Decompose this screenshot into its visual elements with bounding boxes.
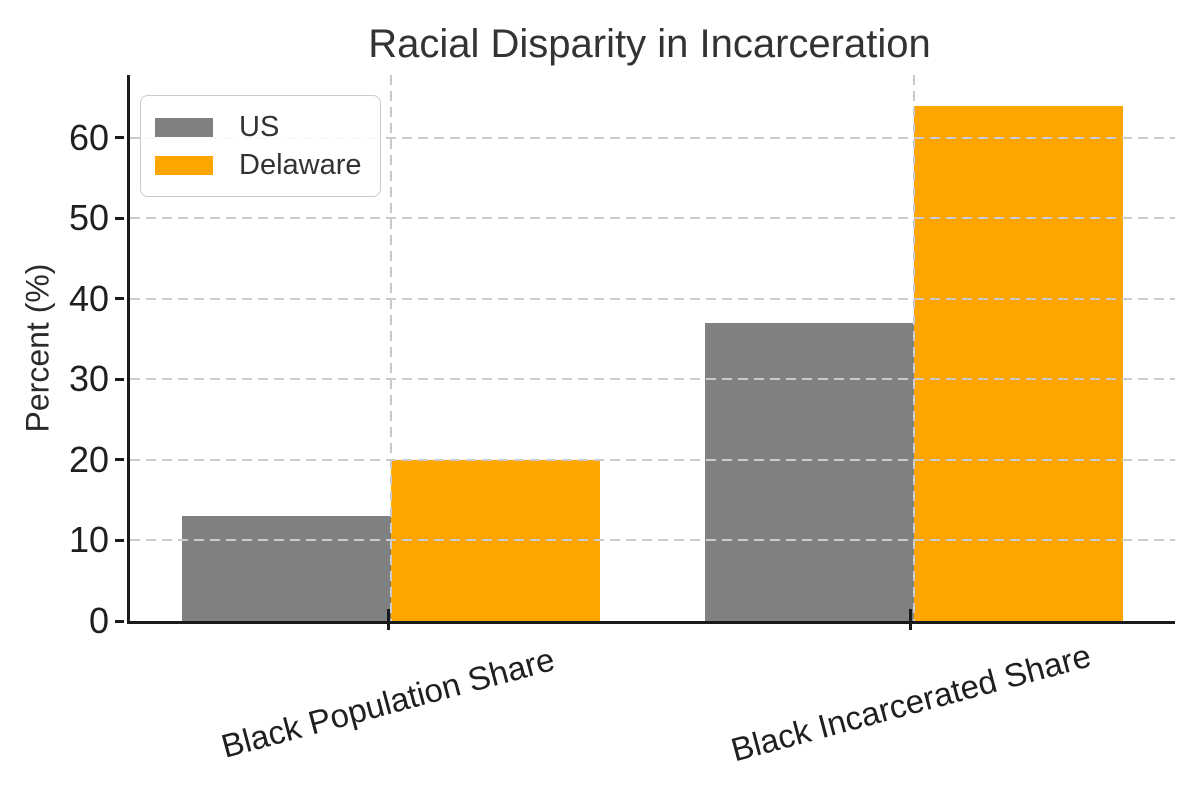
legend-label-delaware: Delaware <box>239 148 362 181</box>
grid-line-y-30 <box>130 378 1175 381</box>
bar-delaware-black-incarcerated-share <box>913 105 1123 621</box>
y-tick-label-40: 40 <box>68 277 109 319</box>
legend: US Delaware <box>140 95 381 197</box>
x-tick-mark-black-population-share <box>386 609 390 630</box>
grid-line-y-10 <box>130 539 1175 542</box>
y-tick-label-50: 50 <box>68 197 109 239</box>
bar-us-black-population-share <box>182 516 392 621</box>
grid-line-x-black-incarcerated-share <box>912 75 915 621</box>
y-tick-mark-40 <box>115 297 124 301</box>
legend-swatch-us <box>155 117 213 137</box>
y-tick-mark-30 <box>115 377 124 381</box>
chart-title: Racial Disparity in Incarceration <box>368 22 931 66</box>
legend-label-us: US <box>239 110 280 143</box>
y-tick-mark-50 <box>115 216 124 220</box>
legend-swatch-delaware <box>155 155 213 175</box>
y-tick-mark-0 <box>115 619 124 623</box>
grid-line-y-20 <box>130 458 1175 461</box>
plot-area <box>127 75 1175 624</box>
legend-item-us: US <box>155 108 362 146</box>
y-tick-label-60: 60 <box>68 116 109 158</box>
y-tick-mark-20 <box>115 458 124 462</box>
y-tick-label-10: 10 <box>68 519 109 561</box>
bar-us-black-incarcerated-share <box>704 323 914 621</box>
grid-line-y-60 <box>130 136 1175 139</box>
y-tick-mark-10 <box>115 538 124 542</box>
grid-line-y-50 <box>130 217 1175 220</box>
legend-item-delaware: Delaware <box>155 146 362 184</box>
grid-line-y-40 <box>130 297 1175 300</box>
y-tick-label-20: 20 <box>68 438 109 480</box>
grid-line-x-black-population-share <box>390 75 393 621</box>
x-tick-mark-black-incarcerated-share <box>909 609 913 630</box>
y-tick-mark-60 <box>115 136 124 140</box>
x-tick-label-black-incarcerated-share: Black Incarcerated Share <box>726 636 1095 769</box>
x-tick-label-black-population-share: Black Population Share <box>217 640 559 765</box>
y-tick-label-0: 0 <box>88 600 109 641</box>
y-tick-label-30: 30 <box>68 358 109 400</box>
